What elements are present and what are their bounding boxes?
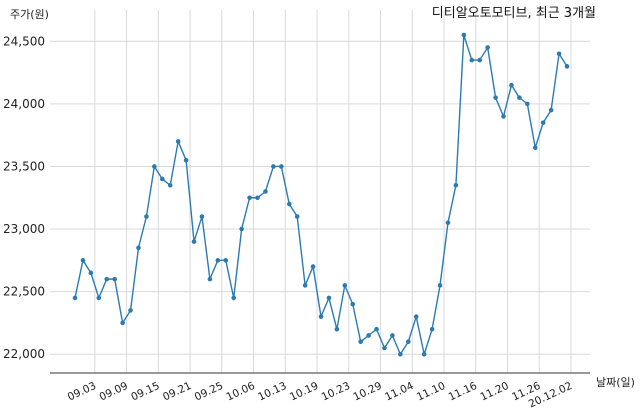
x-tick-label: 10.06 (224, 380, 257, 404)
data-point (279, 164, 284, 169)
data-point (294, 214, 300, 219)
data-point (374, 326, 379, 332)
x-tick-label: 11.16 (447, 380, 480, 404)
y-tick-label: 24,000 (3, 97, 45, 111)
data-point (564, 64, 570, 69)
data-point (223, 258, 229, 263)
data-point (556, 51, 562, 57)
x-tick-label: 10.19 (288, 380, 320, 404)
y-tick-label: 23,500 (3, 159, 45, 173)
chart-title: 디티알오토모티브, 최근 3개월 (432, 6, 596, 21)
data-point (405, 339, 411, 345)
data-point (532, 145, 538, 150)
data-point (342, 283, 348, 288)
data-point (398, 351, 403, 357)
x-tick-label: 09.03 (66, 380, 98, 404)
data-point (80, 258, 86, 263)
data-point (358, 339, 363, 345)
data-point (231, 295, 237, 301)
data-point (72, 295, 78, 301)
data-point (175, 139, 181, 144)
data-point (88, 270, 94, 276)
data-point (199, 214, 205, 219)
x-tick-label: 09.09 (98, 380, 130, 404)
x-tick-label: 09.21 (161, 380, 193, 404)
data-point (540, 120, 546, 125)
x-tick-label: 11.20 (478, 380, 510, 404)
data-point (461, 32, 467, 38)
data-point (247, 195, 252, 201)
data-point (159, 176, 165, 182)
data-point (271, 164, 276, 169)
data-point (334, 326, 340, 332)
y-tick-label: 22,000 (3, 347, 45, 361)
x-tick-label: 09.25 (193, 380, 225, 404)
data-point (390, 333, 395, 338)
data-point (453, 182, 459, 188)
x-tick-label: 10.23 (320, 380, 352, 404)
data-point (318, 314, 324, 319)
data-point (263, 189, 268, 194)
data-point (326, 295, 332, 301)
data-point (104, 276, 110, 282)
data-point (239, 226, 244, 232)
data-point (112, 276, 117, 282)
data-point (413, 314, 419, 319)
data-point (120, 320, 125, 326)
x-tick-label: 10.29 (351, 380, 383, 404)
data-point (485, 45, 490, 50)
data-point (469, 57, 475, 63)
data-point (477, 57, 483, 63)
data-point (310, 264, 316, 269)
data-point (144, 214, 149, 219)
data-point (167, 182, 173, 188)
y-tick-labels: 22,000 22,500 23,000 23,500 24,000 24,500 (3, 34, 45, 361)
data-point (421, 351, 427, 357)
data-point (215, 258, 221, 263)
data-point (128, 308, 133, 313)
data-point (96, 295, 102, 301)
x-axis-title: 날짜(일) (596, 375, 635, 389)
markers (72, 32, 570, 357)
y-tick-label: 23,000 (3, 222, 45, 236)
y-axis-title: 주가(원) (10, 8, 49, 21)
data-point (152, 164, 157, 169)
y-tick-label: 22,500 (3, 285, 45, 299)
data-point (191, 239, 197, 244)
data-point (509, 82, 514, 88)
price-line (74, 34, 568, 357)
x-tick-labels: 09.03 09.09 09.15 09.21 09.25 10.06 10.13 10.19… (66, 380, 574, 411)
series (74, 34, 568, 357)
data-point (136, 245, 141, 251)
data-point (255, 195, 260, 201)
x-tick-label: 09.15 (129, 380, 161, 404)
data-point (366, 333, 371, 338)
data-point (445, 220, 451, 226)
y-tick-label: 24,500 (3, 34, 45, 48)
grid (50, 10, 590, 373)
data-point (429, 326, 435, 332)
x-tick-label: 10.13 (256, 380, 288, 404)
data-point (548, 107, 554, 113)
x-tick-label: 11.04 (383, 380, 416, 404)
data-point (517, 95, 522, 100)
data-point (501, 114, 506, 119)
data-point (437, 283, 443, 288)
data-point (350, 301, 356, 307)
data-point (382, 345, 387, 351)
x-tick-label: 11.10 (415, 380, 447, 404)
data-point (207, 276, 213, 282)
data-point (302, 283, 308, 288)
data-point (183, 157, 189, 163)
data-point (525, 101, 530, 107)
data-point (286, 201, 292, 207)
data-point (493, 95, 498, 100)
